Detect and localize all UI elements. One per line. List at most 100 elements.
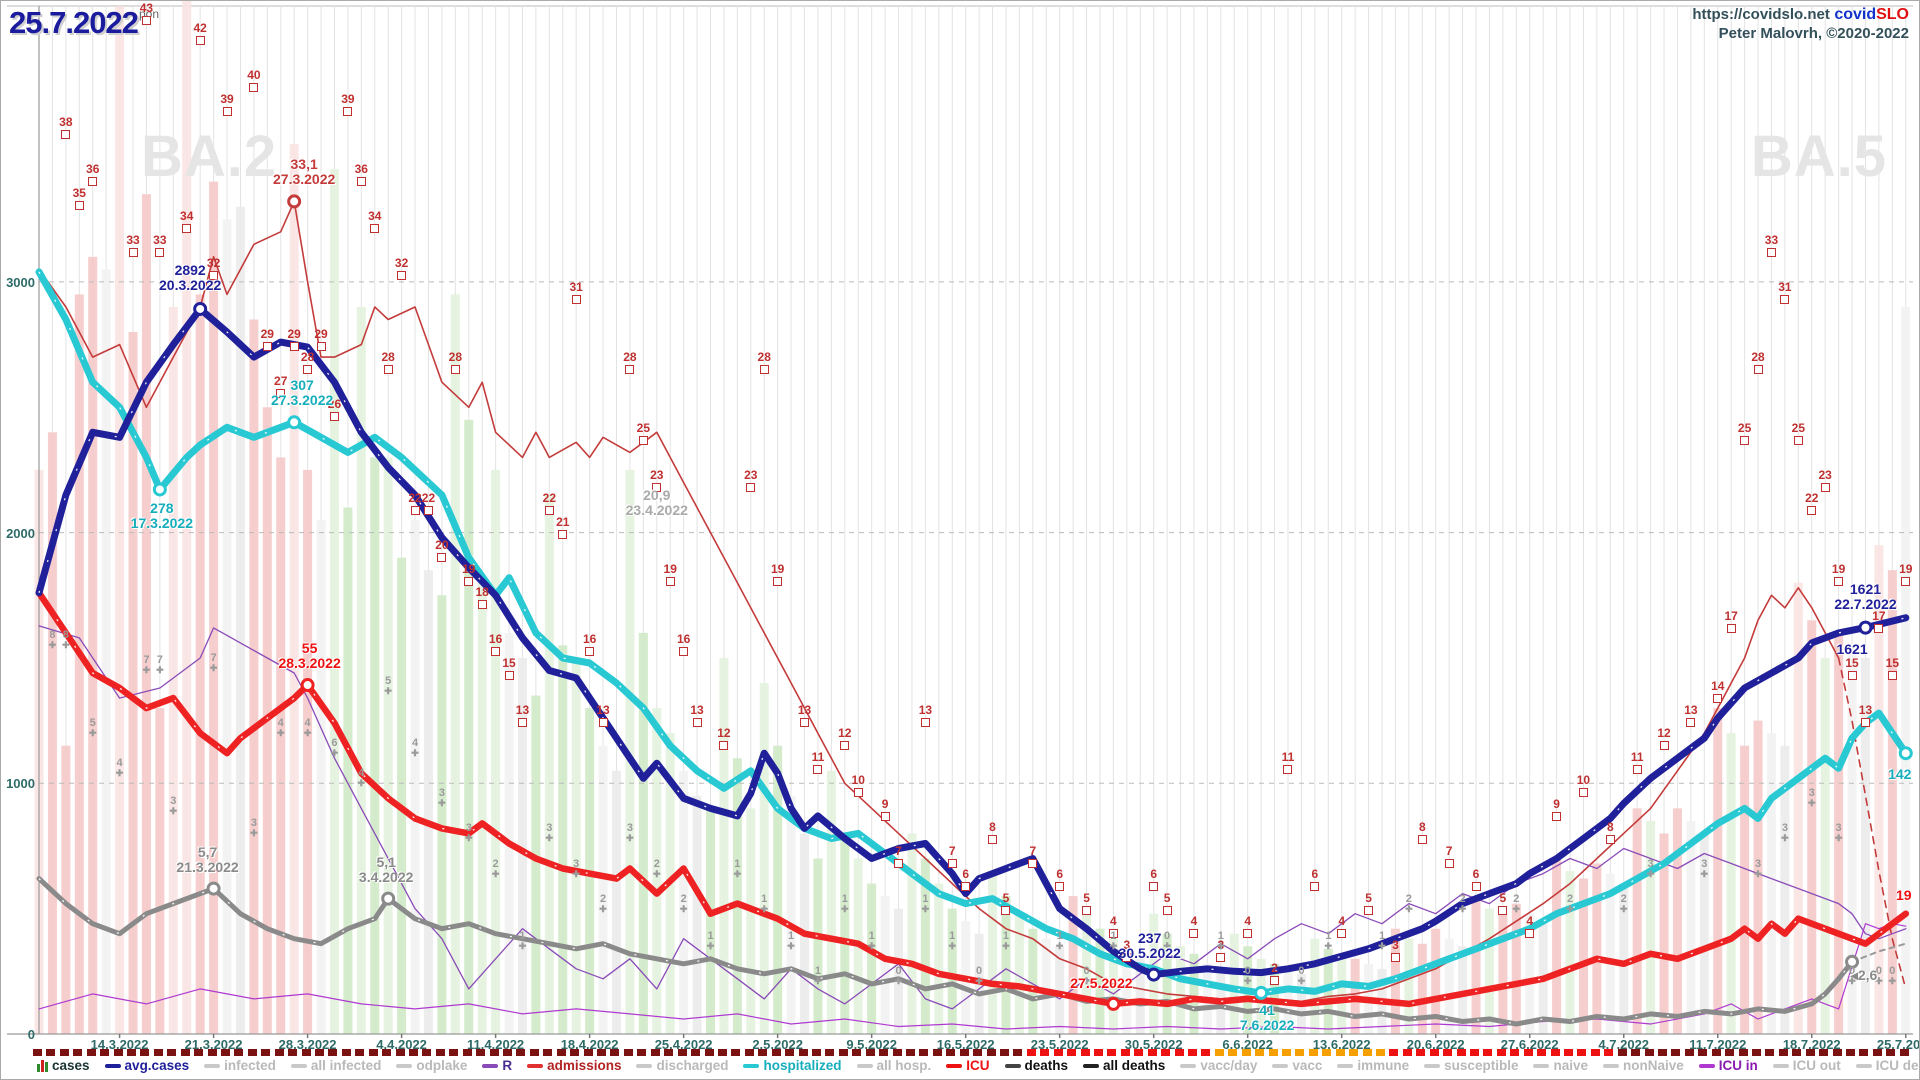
risk-strip-dash <box>86 1049 96 1056</box>
site-url-link[interactable]: https://covidslo.net <box>1692 6 1830 23</box>
cases-bar <box>303 469 313 1034</box>
deaths-avg-label: 3 ✚ <box>438 787 446 809</box>
legend-item-r[interactable]: R <box>482 1058 512 1073</box>
death-count-label: 3 <box>1206 939 1236 962</box>
legend-item-vacc[interactable]: vacc <box>1272 1058 1322 1073</box>
cases-bar <box>988 871 998 1034</box>
avg-cases-current-marker <box>1858 620 1873 635</box>
death-count-label: 33 <box>145 234 175 257</box>
legend-item-naive[interactable]: naive <box>1533 1058 1588 1073</box>
risk-strip-dash <box>610 1049 620 1056</box>
legend-item-hospitalized[interactable]: hospitalized <box>743 1058 842 1073</box>
x-axis-label: 4.4.2022 <box>376 1037 427 1052</box>
legend-item-icu-out[interactable]: ICU out <box>1772 1058 1841 1073</box>
deaths-avg-label: 2 ✚ <box>652 857 661 879</box>
legend-item-icu[interactable]: ICU <box>946 1058 990 1073</box>
risk-strip-dash <box>1026 1049 1036 1056</box>
risk-strip-dash <box>1067 1049 1077 1056</box>
death-count-label: 25 <box>628 422 658 445</box>
risk-strip-dash <box>355 1049 365 1056</box>
legend-item-infected[interactable]: infected <box>204 1058 276 1073</box>
cases-bar <box>1686 820 1696 1034</box>
risk-strip-dash <box>1107 1049 1117 1056</box>
legend-item-all-deaths[interactable]: all deaths <box>1083 1058 1165 1073</box>
risk-strip-dash <box>1778 1049 1788 1056</box>
annotation-hospitalized-peak: 307 27.3.2022 <box>271 377 334 409</box>
annotation-deaths-peak: 5,7 21.3.2022 <box>176 843 239 875</box>
cases-bar <box>249 319 259 1034</box>
legend-item-susceptible[interactable]: susceptible <box>1424 1058 1518 1073</box>
deaths-avg-label: 1 ✚ <box>841 892 849 914</box>
legend-item-deaths[interactable]: deaths <box>1004 1058 1068 1073</box>
risk-strip-dash <box>946 1049 956 1056</box>
risk-strip-dash <box>717 1049 727 1056</box>
legend-swatch <box>104 1063 121 1068</box>
cases-bar <box>397 557 407 1034</box>
risk-strip-dash <box>1846 1049 1856 1056</box>
death-count-label: 25 <box>1730 422 1760 445</box>
death-count-label: 8 <box>1595 821 1625 844</box>
death-count-label: 7 <box>1018 845 1048 868</box>
deaths-avg-label: 3 ✚ <box>1646 857 1655 879</box>
cases-bar <box>115 6 125 1034</box>
deaths-avg-label: 4 ✚ <box>411 737 419 759</box>
cases-bar <box>920 858 930 1034</box>
legend-label: admissions <box>547 1058 622 1073</box>
death-count-label: 3 <box>1112 939 1142 962</box>
death-count-label: 39 <box>333 93 363 116</box>
legend-swatch <box>1855 1063 1872 1068</box>
legend-item-admissions[interactable]: admissions <box>527 1058 621 1073</box>
cases-bar <box>544 494 554 1034</box>
legend-item-all-infected[interactable]: all infected <box>290 1058 382 1073</box>
annotation-icu-peak: 55 28.3.2022 <box>278 640 341 672</box>
risk-strip-dash <box>986 1049 996 1056</box>
cases-bar <box>1592 863 1602 1034</box>
cases-bar <box>1901 306 1911 1035</box>
legend-item-nonnaive[interactable]: nonNaive <box>1602 1058 1684 1073</box>
risk-strip-dash <box>798 1049 808 1056</box>
death-count-label: 18 <box>467 586 497 609</box>
deaths-avg-label: 4 ✚ <box>357 767 366 789</box>
cases-bar <box>638 632 648 1034</box>
x-axis-label: 13.6.2022 <box>1312 1037 1371 1052</box>
cases-bar <box>1699 833 1709 1034</box>
death-count-label: 12 <box>1649 727 1679 750</box>
legend-item-icu-deaths[interactable]: ICU deaths <box>1855 1058 1919 1073</box>
risk-strip-dash <box>892 1049 902 1056</box>
cases-bar <box>128 332 138 1034</box>
legend-item-all-hosp-[interactable]: all hosp. <box>856 1058 931 1073</box>
cases-bar <box>504 632 514 1034</box>
legend-label: susceptible <box>1444 1058 1519 1073</box>
cases-bar <box>746 808 756 1034</box>
risk-strip-dash <box>1040 1049 1050 1056</box>
legend-label: all infected <box>310 1058 382 1073</box>
cases-bar <box>1780 745 1790 1034</box>
cases-bar <box>719 657 729 1034</box>
risk-strip-dash <box>1590 1049 1600 1056</box>
deaths-avg-label: 3 ✚ <box>1781 822 1789 844</box>
deaths-avg-label: 3 ✚ <box>1834 822 1843 844</box>
risk-strip-dash <box>852 1049 862 1056</box>
legend-item-avg-cases[interactable]: avg.cases <box>104 1058 189 1073</box>
death-count-label: 16 <box>575 633 605 656</box>
death-count-label: 19 <box>454 563 484 586</box>
legend-item-icu-in[interactable]: ICU in <box>1698 1058 1758 1073</box>
deaths-avg-label: 1 ✚ <box>948 930 956 952</box>
cases-bar <box>1310 938 1320 1034</box>
cases-bar <box>1458 946 1468 1034</box>
risk-strip-dash <box>73 1049 83 1056</box>
legend-item-immune[interactable]: immune <box>1337 1058 1409 1073</box>
legend-item-discharged[interactable]: discharged <box>636 1058 728 1073</box>
risk-strip-dash <box>1093 1049 1103 1056</box>
death-count-label: 20 <box>427 539 457 562</box>
cases-bar <box>195 294 205 1034</box>
cases-bar <box>1471 896 1481 1034</box>
cases-bar <box>1713 708 1723 1034</box>
deaths-avg-label: 3 ✚ <box>1807 787 1816 809</box>
legend-item-cases[interactable]: cases <box>37 1058 90 1073</box>
annotation-deaths-local-peak: 5,1 3.4.2022 <box>358 853 414 885</box>
legend-item-odplake[interactable]: odplake <box>396 1058 467 1073</box>
cases-bar <box>558 645 568 1034</box>
legend-item-vacc-day[interactable]: vacc/day <box>1180 1058 1257 1073</box>
deaths-avg-label: 5 ✚ <box>88 717 97 739</box>
